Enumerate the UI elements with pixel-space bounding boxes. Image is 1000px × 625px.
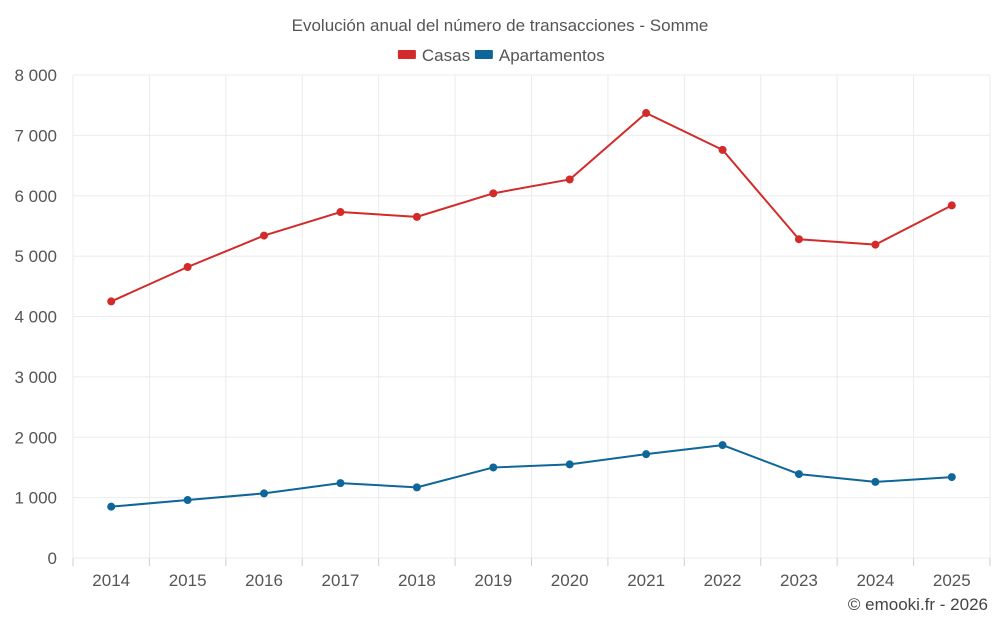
series-line	[110, 112, 953, 303]
series-casas	[107, 109, 956, 306]
data-point[interactable]	[565, 175, 574, 184]
data-point[interactable]	[260, 489, 269, 498]
legend-swatch	[474, 50, 493, 59]
data-point[interactable]	[336, 208, 345, 217]
series-group	[107, 109, 956, 511]
y-tick-label: 2 000	[14, 428, 57, 447]
x-tick-label: 2020	[551, 571, 589, 590]
x-tick-label: 2019	[474, 571, 512, 590]
data-point[interactable]	[642, 109, 651, 118]
legend-label[interactable]: Apartamentos	[499, 46, 605, 65]
data-point[interactable]	[794, 235, 803, 244]
y-tick-label: 3 000	[14, 368, 57, 387]
x-tick-label: 2014	[92, 571, 130, 590]
data-point[interactable]	[947, 201, 956, 210]
legend-swatch	[397, 50, 416, 59]
data-point[interactable]	[107, 297, 116, 306]
data-point[interactable]	[794, 470, 803, 479]
data-point[interactable]	[871, 240, 880, 249]
x-tick-label: 2017	[322, 571, 360, 590]
x-axis: 2014 2015 2016 2017 2018 2019 2020 2021 2022 2023…	[72, 558, 991, 590]
x-tick-label: 2025	[933, 571, 971, 590]
legend-label[interactable]: Casas	[422, 46, 470, 65]
data-point[interactable]	[642, 450, 651, 459]
chart-title: Evolución anual del número de transaccio…	[292, 16, 709, 35]
x-tick-label: 2022	[704, 571, 742, 590]
y-tick-label: 7 000	[14, 126, 57, 145]
y-tick-label: 5 000	[14, 247, 57, 266]
y-tick-label: 1 000	[14, 489, 57, 508]
data-point[interactable]	[489, 463, 498, 472]
data-point[interactable]	[412, 212, 421, 221]
y-tick-label: 0	[48, 549, 57, 568]
data-point[interactable]	[489, 189, 498, 198]
data-point[interactable]	[260, 231, 269, 240]
data-point[interactable]	[412, 483, 421, 492]
data-point[interactable]	[947, 473, 956, 482]
x-tick-label: 2021	[627, 571, 665, 590]
data-point[interactable]	[871, 477, 880, 486]
data-point[interactable]	[183, 262, 192, 271]
legend: Casas Apartamentos	[397, 46, 605, 65]
series-line	[111, 444, 952, 508]
data-point[interactable]	[336, 479, 345, 488]
credit-text: © emooki.fr - 2026	[847, 595, 988, 614]
data-point[interactable]	[565, 460, 574, 469]
x-tick-label: 2018	[398, 571, 436, 590]
y-axis: 0 1 000 2 000 3 000 4 000 5 000 6 000 7 000 8 00…	[14, 66, 57, 568]
series-apartamentos	[107, 441, 956, 511]
x-tick-label: 2015	[169, 571, 207, 590]
data-point[interactable]	[718, 441, 727, 450]
y-tick-label: 4 000	[14, 308, 57, 327]
x-tick-label: 2023	[780, 571, 818, 590]
grid	[72, 74, 991, 559]
y-tick-label: 8 000	[14, 66, 57, 85]
data-point[interactable]	[183, 496, 192, 505]
x-tick-label: 2016	[245, 571, 283, 590]
x-tick-label: 2024	[856, 571, 894, 590]
data-point[interactable]	[718, 145, 727, 154]
y-tick-label: 6 000	[14, 187, 57, 206]
data-point[interactable]	[107, 502, 116, 511]
